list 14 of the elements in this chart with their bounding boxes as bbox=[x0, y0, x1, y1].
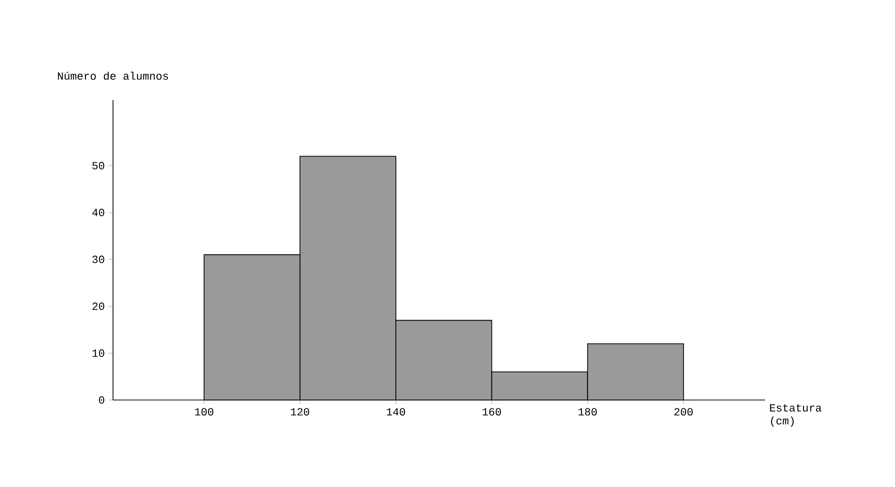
y-tick-label: 20 bbox=[92, 302, 104, 310]
x-tick-label: 100 bbox=[195, 408, 214, 416]
x-axis-title: Estatura (cm) bbox=[770, 404, 822, 427]
y-axis-title: Número de alumnos bbox=[58, 72, 168, 80]
y-tick-label: 10 bbox=[92, 349, 104, 357]
x-tick-label: 200 bbox=[674, 408, 693, 416]
x-tick-label: 120 bbox=[290, 408, 310, 416]
y-tick-label: 40 bbox=[92, 208, 104, 216]
x-tick-label: 160 bbox=[482, 408, 501, 416]
y-tick-label: 50 bbox=[92, 162, 104, 170]
y-tick-label: 0 bbox=[98, 396, 104, 404]
y-tick-label: 30 bbox=[92, 256, 104, 264]
x-tick-label: 180 bbox=[578, 408, 597, 416]
x-tick-label: 140 bbox=[386, 408, 406, 416]
